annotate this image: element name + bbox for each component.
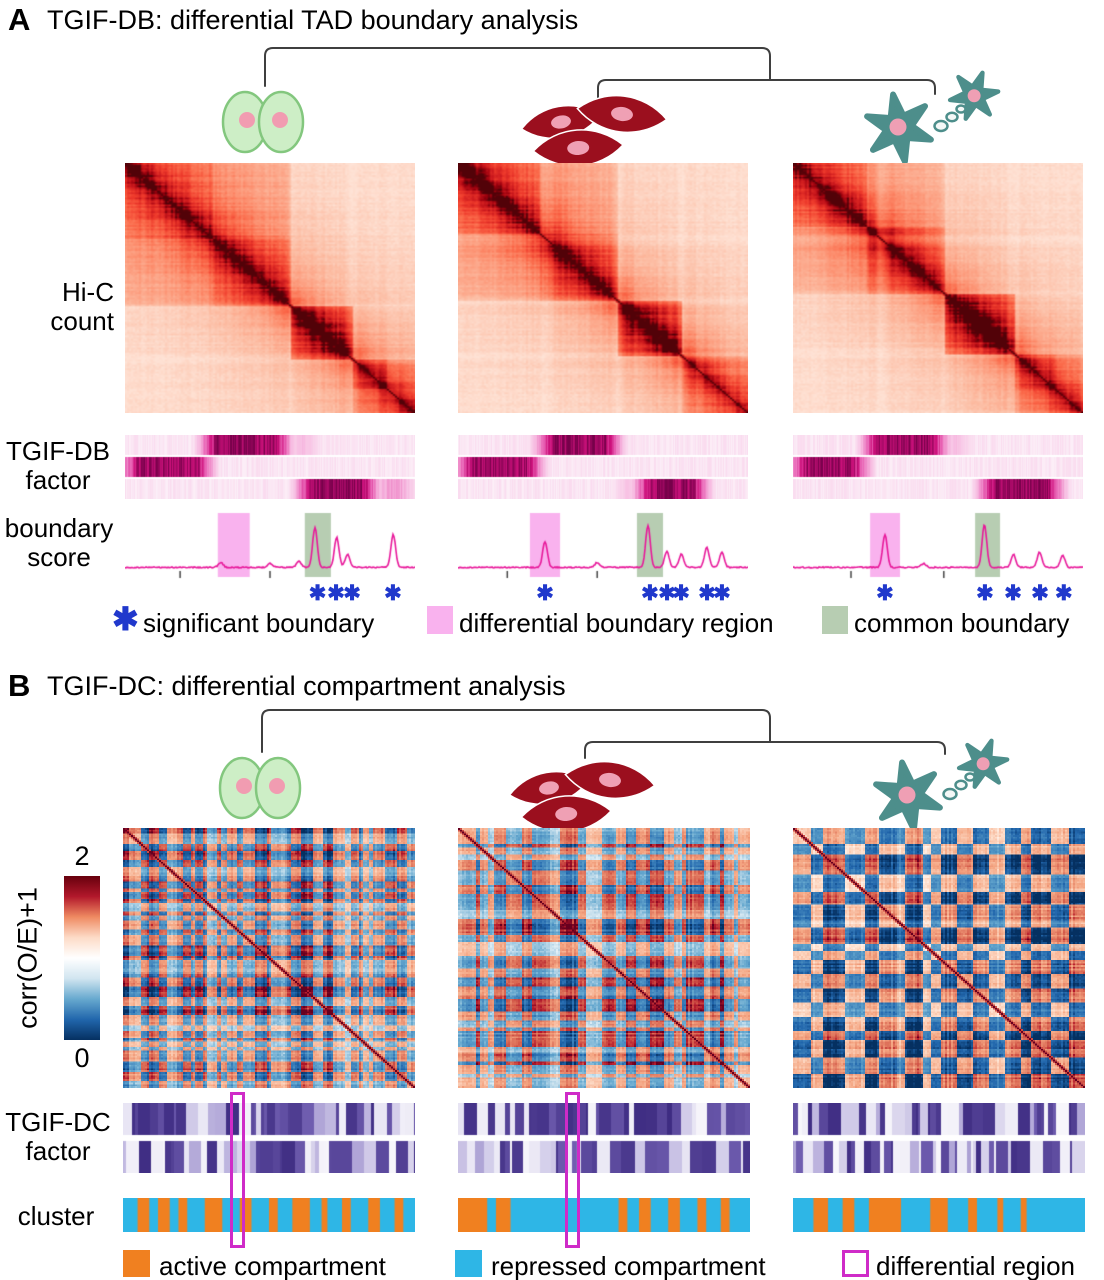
tgif-db-factor-heatmap-epithelial (125, 435, 415, 499)
epithelial-cells-icon (221, 90, 305, 154)
boundary-score-plot-fibroblast (458, 511, 748, 583)
boundary-score-plot-neural (793, 511, 1083, 583)
differential-boundary-region-swatch (427, 606, 453, 634)
cluster-bar-neural (793, 1198, 1085, 1232)
cluster-label: cluster (17, 1201, 95, 1231)
hic-heatmap-neural (793, 163, 1083, 413)
common-boundary-swatch (822, 606, 848, 634)
tgif-dc-factor-heatmap-neural (793, 1103, 1085, 1173)
differential-region-box (229, 1092, 245, 1248)
legend-active-compartment-label: active compartment (159, 1251, 386, 1280)
hic-count-label: Hi-C count (50, 277, 114, 337)
significant-boundary-asterisk: ✱ (698, 582, 716, 605)
tree-branch-left (264, 47, 771, 87)
tgif-db-factor-heatmap-neural (793, 435, 1083, 499)
fibroblast-cells-icon (518, 92, 670, 170)
tgif-dc-factor-heatmap-fibroblast (458, 1103, 750, 1173)
cell-lineage-tree-b (261, 709, 946, 759)
significant-boundary-asterisk: ✱ (658, 582, 676, 605)
fibroblast-cells-icon (506, 758, 658, 836)
tree-branch-left (261, 709, 771, 753)
significant-boundary-asterisk: ✱ (343, 582, 361, 605)
neural-cells-icon (853, 70, 1023, 170)
significant-boundary-markers-neural: ✱ ✱ ✱ ✱ ✱ (793, 580, 1083, 606)
correlation-heatmap-fibroblast (458, 828, 750, 1088)
panel-b-title: TGIF-DC: differential compartment analys… (47, 671, 566, 701)
significant-boundary-asterisk: ✱ (384, 582, 402, 605)
panel-a-title: TGIF-DB: differential TAD boundary analy… (47, 5, 579, 35)
significant-boundary-asterisk: ✱ (672, 582, 690, 605)
legend-differential-region-label: differential region (876, 1251, 1075, 1280)
colorbar-min-tick: 0 (74, 1043, 90, 1073)
legend-significant-boundary-label: significant boundary (143, 608, 375, 638)
colorbar (64, 876, 100, 1040)
significant-boundary-markers-fibroblast: ✱ ✱ ✱ ✱ ✱ ✱ (458, 580, 748, 606)
cluster-bar-fibroblast (458, 1198, 750, 1232)
correlation-heatmap-epithelial (123, 828, 415, 1088)
significant-boundary-asterisk: ✱ (1004, 582, 1022, 605)
significant-boundary-asterisk: ✱ (976, 582, 994, 605)
legend-differential-boundary-label: differential boundary region (459, 608, 774, 638)
significant-boundary-asterisk: ✱ (1055, 582, 1073, 605)
tgif-dc-factor-heatmap-epithelial (123, 1103, 415, 1173)
repressed-compartment-swatch (455, 1250, 482, 1277)
correlation-heatmap-neural (793, 828, 1085, 1088)
boundary-score-label: boundary score (4, 513, 114, 573)
significant-boundary-asterisk: ✱ (876, 582, 894, 605)
significant-boundary-asterisk: ✱ (536, 582, 554, 605)
significant-boundary-asterisk: ✱ (713, 582, 731, 605)
differential-region-box (564, 1092, 580, 1248)
colorbar-max-tick: 2 (74, 841, 90, 871)
significant-boundary-asterisk-icon: ✱ (112, 601, 139, 637)
tgif-db-factor-heatmap-fibroblast (458, 435, 748, 499)
legend-repressed-compartment-label: repressed compartment (491, 1251, 766, 1280)
significant-boundary-asterisk: ✱ (308, 582, 327, 605)
active-compartment-swatch (123, 1250, 150, 1277)
panel-a-tag: A (8, 2, 31, 37)
tgif-dc-factor-label: TGIF-DC factor (5, 1107, 111, 1167)
significant-boundary-asterisk: ✱ (641, 582, 659, 605)
legend-common-boundary-label: common boundary (854, 608, 1070, 638)
colorbar-axis-label: corr(O/E)+1 (12, 887, 43, 1029)
neural-cells-icon (862, 738, 1032, 838)
panel-b-tag: B (8, 668, 31, 703)
significant-boundary-markers-epithelial: ✱ ✱ ✱ ✱ (125, 580, 415, 606)
tgif-db-factor-label: TGIF-DB factor (6, 436, 110, 496)
cell-lineage-tree-a (264, 47, 936, 105)
hic-heatmap-fibroblast (458, 163, 748, 413)
hic-heatmap-epithelial (125, 163, 415, 413)
tree-branch-right (584, 741, 946, 759)
significant-boundary-asterisk: ✱ (327, 582, 345, 605)
significant-boundary-asterisk: ✱ (1031, 582, 1049, 605)
tree-branch-right (597, 79, 936, 105)
epithelial-cells-icon (218, 756, 302, 820)
cluster-bar-epithelial (123, 1198, 415, 1232)
differential-region-swatch (842, 1250, 869, 1277)
boundary-score-plot-epithelial (125, 511, 415, 583)
